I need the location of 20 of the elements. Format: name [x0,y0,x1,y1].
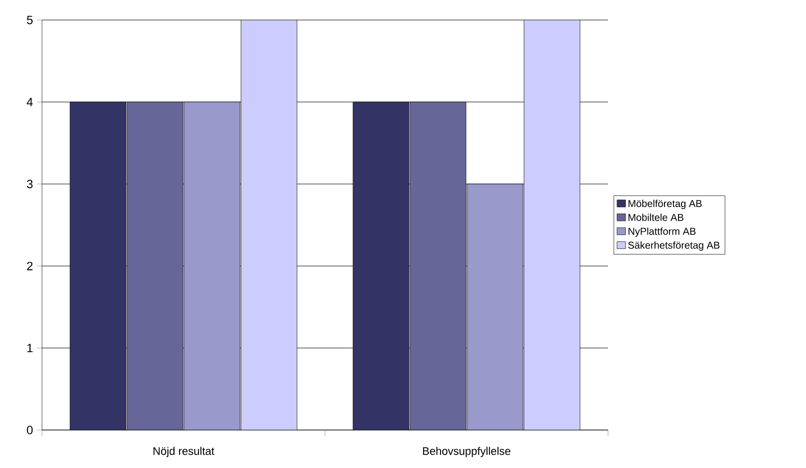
bar [126,102,184,430]
y-tick-label: 1 [27,344,33,352]
bar [70,102,126,430]
legend-label: Möbelföretag AB [628,200,702,210]
legend-label: NyPlattform AB [628,227,696,237]
legend-label: Säkerhetsföretag AB [628,241,720,251]
x-tick-label: Behovsuppfyllelse [423,446,510,458]
legend-label: Mobiltele AB [628,214,684,221]
y-tick-label: 0 [26,426,33,434]
bar [466,184,524,430]
y-tick-label: 5 [26,16,33,24]
bar [240,20,298,430]
y-tick-label: 2 [27,262,33,270]
bar [184,102,240,430]
y-tick-label: 3 [26,180,33,188]
bar [524,20,580,430]
bar [410,102,466,430]
y-tick-label: 4 [26,98,33,106]
x-tick-label: Nöjd resultat [154,446,214,458]
bar [352,102,410,430]
